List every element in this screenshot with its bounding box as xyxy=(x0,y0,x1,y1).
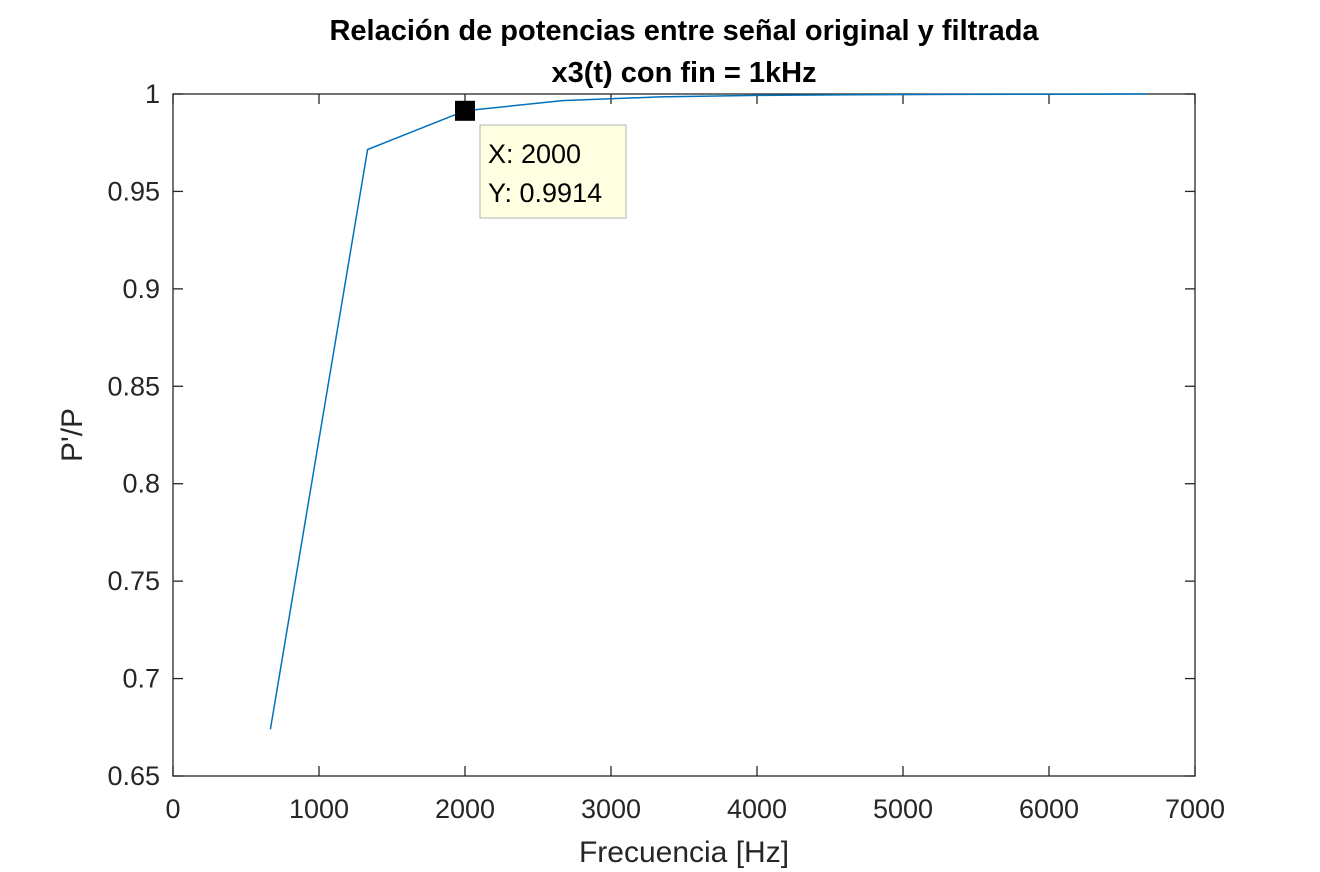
y-tick-label: 0.9 xyxy=(122,274,160,304)
y-axis-label: P'/P xyxy=(56,408,89,462)
x-tick-label: 5000 xyxy=(873,794,933,824)
data-tip-y: Y: 0.9914 xyxy=(488,178,602,208)
y-tick-label: 0.95 xyxy=(107,176,160,206)
data-point xyxy=(367,149,368,150)
axis-ticks xyxy=(172,93,1196,777)
x-tick-label: 1000 xyxy=(289,794,349,824)
data-point xyxy=(1049,94,1050,95)
data-point xyxy=(659,96,660,97)
y-tick-label: 0.7 xyxy=(122,664,160,694)
data-point xyxy=(854,94,855,95)
x-tick-label: 7000 xyxy=(1165,794,1225,824)
data-point xyxy=(562,100,563,101)
x-tick-label: 4000 xyxy=(727,794,787,824)
y-tick-label: 1 xyxy=(145,79,160,109)
data-tip-x: X: 2000 xyxy=(488,139,581,169)
x-tick-labels: 0 1000 2000 3000 4000 5000 6000 7000 xyxy=(165,794,1225,824)
x-tick-label: 0 xyxy=(165,794,180,824)
data-point xyxy=(951,94,952,95)
y-tick-label: 0.85 xyxy=(107,371,160,401)
x-tick-label: 6000 xyxy=(1019,794,1079,824)
y-tick-labels: 0.65 0.7 0.75 0.8 0.85 0.9 0.95 1 xyxy=(107,79,160,791)
data-point xyxy=(270,729,271,730)
y-tick-label: 0.75 xyxy=(107,566,160,596)
series-line xyxy=(269,93,1147,730)
chart-subtitle: x3(t) con fin = 1kHz xyxy=(551,57,816,89)
chart-title: Relación de potencias entre señal origin… xyxy=(329,15,1039,47)
data-tip[interactable]: X: 2000 Y: 0.9914 xyxy=(455,100,627,219)
x-axis-label: Frecuencia [Hz] xyxy=(579,836,789,869)
y-tick-label: 0.8 xyxy=(122,469,160,499)
data-tip-box xyxy=(479,124,627,219)
plot-area xyxy=(172,93,1196,777)
data-point xyxy=(1146,94,1147,95)
data-tip-marker[interactable] xyxy=(455,100,475,121)
x-tick-label: 2000 xyxy=(435,794,495,824)
data-point xyxy=(757,95,758,96)
x-tick-label: 3000 xyxy=(581,794,641,824)
y-tick-label: 0.65 xyxy=(107,761,160,791)
